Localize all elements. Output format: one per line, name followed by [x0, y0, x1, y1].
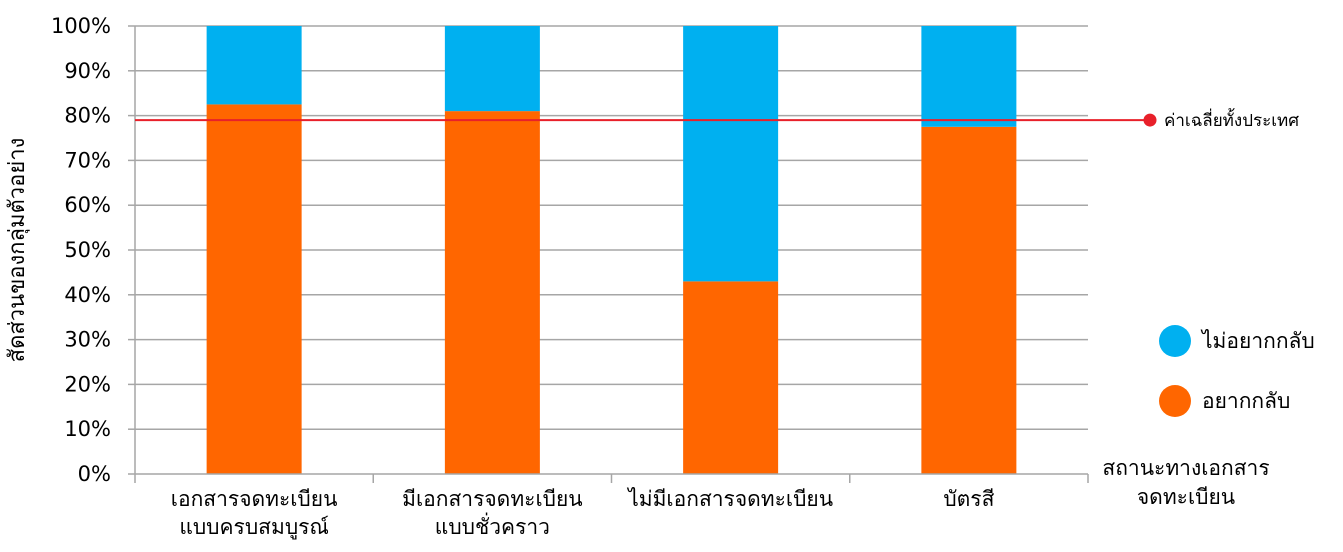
x-category-label: เอกสารจดทะเบียนแบบครบสมบูรณ์: [171, 487, 338, 540]
y-tick-label: 80%: [64, 104, 111, 128]
axes: [128, 25, 1089, 483]
y-tick-label: 100%: [51, 14, 111, 38]
x-category-label-line: เอกสารจดทะเบียน: [171, 487, 338, 511]
x-category-label: ไม่มีเอกสารจดทะเบียน: [626, 487, 833, 511]
legend-label: อยากกลับ: [1202, 389, 1290, 413]
legend-swatch: [1159, 385, 1191, 417]
bar-segment: [206, 104, 302, 475]
x-category-label: บัตรสี: [943, 487, 994, 511]
legend-swatch: [1159, 325, 1191, 357]
y-axis-title: สัดส่วนของกลุ่มตัวอย่าง: [5, 138, 30, 363]
bar-segment: [683, 281, 779, 474]
y-tick-labels: 0% 10% 20% 30% 40% 50% 60% 70% 80% 90% 100%: [51, 14, 111, 486]
x-axis-title-line: จดทะเบียน: [1137, 485, 1235, 509]
y-tick-label: 20%: [64, 372, 111, 396]
bar-segment: [921, 126, 1017, 475]
y-tick-label: 60%: [64, 193, 111, 217]
bar-segment: [444, 111, 540, 475]
y-tick-label: 10%: [64, 417, 111, 441]
x-axis-title-line: สถานะทางเอกสาร: [1102, 456, 1269, 480]
bars: [206, 26, 1017, 475]
x-category-labels: เอกสารจดทะเบียนแบบครบสมบูรณ์ มีเอกสารจดทะ…: [171, 487, 995, 540]
y-tick-label: 30%: [64, 328, 111, 352]
y-tick-label: 0%: [78, 462, 111, 486]
y-tick-label: 50%: [64, 238, 111, 262]
y-tick-label: 70%: [64, 148, 111, 172]
national-average-line: ค่าเฉลี่ยทั้งประเทศ: [135, 108, 1299, 131]
y-tick-label: 90%: [64, 59, 111, 83]
bar-segment: [683, 26, 779, 282]
x-category-label-line: ไม่มีเอกสารจดทะเบียน: [626, 487, 833, 511]
average-marker: [1143, 113, 1157, 127]
y-tick-label: 40%: [64, 283, 111, 307]
bar-segment: [921, 26, 1017, 127]
x-category-label-line: บัตรสี: [943, 487, 994, 511]
average-label: ค่าเฉลี่ยทั้งประเทศ: [1164, 108, 1299, 131]
x-category-label: มีเอกสารจดทะเบียนแบบชั่วคราว: [402, 487, 582, 539]
x-category-label-line: แบบครบสมบูรณ์: [179, 515, 329, 540]
x-category-label-line: มีเอกสารจดทะเบียน: [402, 487, 582, 511]
bar-segment: [444, 26, 540, 112]
legend-label: ไม่อยากกลับ: [1200, 329, 1315, 353]
x-category-label-line: แบบชั่วคราว: [435, 512, 550, 539]
bar-segment: [206, 26, 302, 105]
